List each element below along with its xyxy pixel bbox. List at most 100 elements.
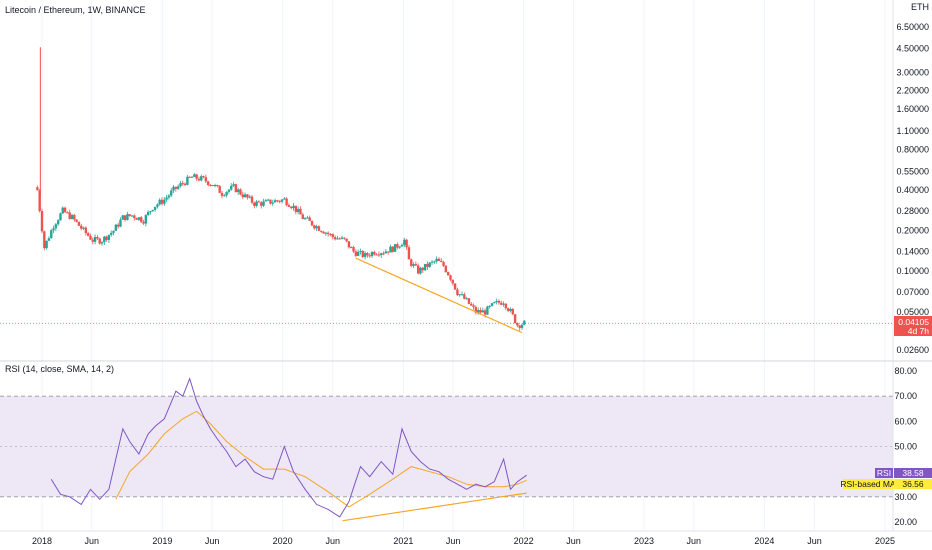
time-tick-label: Jun [326, 536, 341, 546]
candle-body [444, 265, 448, 273]
candle-body [285, 198, 288, 206]
candle-body [225, 191, 228, 196]
candle-body [518, 325, 521, 328]
candle-body [167, 195, 171, 198]
candle-body [40, 211, 44, 232]
price-trendline[interactable] [355, 257, 523, 334]
candle-body [440, 260, 443, 262]
price-tick-label: 4.50000 [896, 44, 929, 54]
candle-body [382, 253, 385, 255]
candle-body [195, 174, 198, 179]
candle-body [66, 212, 69, 214]
candle-body [338, 238, 341, 240]
candle-body [234, 184, 238, 193]
candle-body [153, 206, 157, 210]
rsi-ma-label-box [843, 479, 893, 489]
time-tick-label: Jun [205, 536, 220, 546]
candle-body [470, 303, 473, 306]
candle-body [160, 199, 164, 204]
candle-body [257, 201, 261, 203]
candle-body [493, 302, 496, 304]
candle-body [490, 303, 494, 306]
rsi-ma-value: 36.56 [902, 479, 924, 489]
time-tick-label: 2023 [634, 536, 654, 546]
candle-body [123, 215, 127, 221]
candle-body [50, 230, 53, 239]
candle-body [114, 224, 118, 231]
price-tick-label: 0.10000 [896, 266, 929, 276]
rsi-pane[interactable]: RSI (14, close, SMA, 14, 2) [0, 364, 893, 522]
candle-body [370, 251, 374, 257]
candle-body [336, 238, 339, 240]
candle-body [403, 239, 406, 245]
candle-body [86, 233, 90, 236]
time-tick-label: Jun [687, 536, 702, 546]
candle-body [299, 208, 302, 215]
candle-body [112, 230, 115, 233]
candle-body [315, 226, 318, 229]
candle-body [158, 199, 161, 205]
candle-body [149, 211, 152, 213]
candle-body [380, 253, 383, 256]
price-unit-label: ETH [911, 2, 929, 12]
candle-body [326, 232, 330, 235]
time-axis-ticks: 2018 Jun 2019 Jun 2020 Jun 2021 Jun 2022 Jun 2023 J… [32, 536, 895, 546]
candle-body [128, 214, 131, 216]
rsi-value: 38.58 [902, 468, 924, 478]
candle-body [54, 224, 58, 229]
candle-body [45, 240, 48, 249]
candle-body [82, 227, 85, 229]
bar-countdown: 4d 7h [908, 326, 930, 336]
candle-body [442, 261, 445, 266]
candle-body [400, 244, 404, 247]
price-tick-label: 0.14000 [896, 247, 929, 257]
candle-body [103, 236, 106, 243]
candle-body [373, 251, 376, 255]
candle-body [313, 225, 316, 229]
candle-body [446, 272, 450, 276]
candle-body [75, 219, 78, 222]
candle-body [133, 215, 136, 219]
candle-body [343, 237, 346, 239]
candle-body [435, 258, 438, 262]
rsi-trendline[interactable] [342, 492, 527, 522]
candle-body [377, 254, 381, 256]
candle-body [262, 201, 265, 206]
time-tick-label: Jun [85, 536, 100, 546]
candle-body [497, 300, 501, 303]
candle-body [172, 186, 175, 191]
candle-body [280, 199, 284, 202]
candle-body [472, 305, 475, 308]
candle-body [308, 217, 311, 221]
candle-body [294, 205, 298, 212]
candle-body [119, 219, 122, 227]
candle-body [384, 251, 388, 254]
candle-body [260, 202, 263, 206]
candle-body [116, 224, 120, 227]
candle-body [190, 176, 194, 178]
candle-body [110, 232, 113, 235]
candle-body [488, 305, 491, 307]
last-price-badge: 0.04105 4d 7h [894, 316, 932, 336]
candle-body [463, 294, 466, 299]
price-tick-label: 0.55000 [896, 166, 929, 176]
rsi-tick-label: 50.00 [894, 442, 917, 452]
price-axis[interactable]: 6.50000 4.50000 3.00000 2.20000 1.60000 1.100… [892, 0, 932, 531]
candle-body [405, 239, 408, 248]
time-axis[interactable]: 2018 Jun 2019 Jun 2020 Jun 2021 Jun 2022 Jun 2023 J… [0, 530, 932, 546]
candle-body [414, 264, 418, 266]
candle-body [38, 190, 41, 212]
candle-body [317, 226, 321, 231]
candle-body [89, 235, 92, 240]
candle-body [410, 259, 413, 266]
candle-body [156, 204, 159, 207]
time-tick-label: Jun [807, 536, 822, 546]
price-tick-label: 3.00000 [896, 67, 929, 77]
candle-body [458, 294, 461, 296]
candle-body [223, 195, 226, 197]
price-tick-label: 0.20000 [896, 226, 929, 236]
candle-body [135, 218, 138, 220]
candle-body [98, 238, 101, 244]
